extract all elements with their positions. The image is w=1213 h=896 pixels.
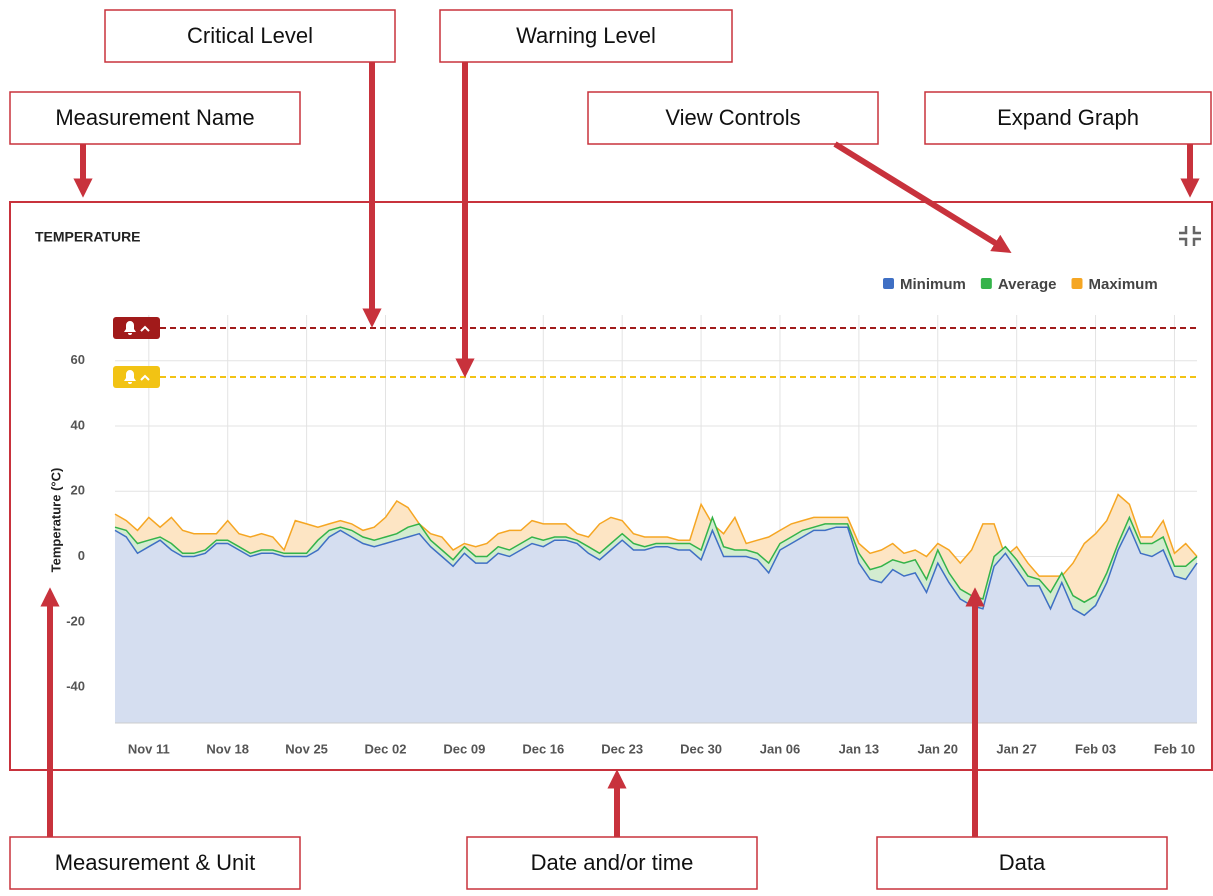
arrows [40,62,1200,837]
callout-text: Warning Level [516,23,656,48]
callout: Critical Level [104,9,396,63]
legend-label: Average [998,276,1057,293]
callouts: Critical Level Warning Level Measurement… [9,9,1212,890]
y-axis-label: Temperature (°C) [48,468,63,573]
y-tick-label: 20 [71,483,85,498]
x-tick-label: Dec 16 [522,741,564,756]
callout-text: Measurement & Unit [55,850,256,875]
callout: Warning Level [439,9,733,63]
badge [113,366,160,389]
x-tick-label: Feb 03 [1075,741,1116,756]
callout-text: Measurement Name [55,105,254,130]
x-tick-label: Dec 02 [365,741,407,756]
arrow [833,141,1012,254]
callout: Date and/or time [466,836,758,890]
expand-button[interactable] [1179,226,1201,246]
callout: Measurement Name [9,91,301,145]
chevron [140,325,150,332]
plot: -40 -20 0 20 40 60 Nov 11 Nov 18 Nov 25 Dec 02 Dec… [66,276,1198,756]
callout-text: Critical Level [187,23,313,48]
x-tick-label: Jan 20 [918,741,958,756]
x-tick-label: Jan 27 [996,741,1036,756]
x-tick-label: Feb 10 [1154,741,1195,756]
callout-text: Data [999,850,1046,875]
chart-title: TEMPERATURE [35,229,141,245]
y-tick-label: 0 [78,548,85,563]
x-tick-label: Jan 06 [760,741,800,756]
legend-swatch [1071,278,1083,289]
y-tick-label: 40 [71,417,85,432]
callout: View Controls [587,91,879,145]
line [114,493,1198,577]
legend-label: Maximum [1089,276,1158,293]
callout-text: Expand Graph [997,105,1139,130]
threshold-badge[interactable] [113,317,160,340]
area [115,527,1197,723]
line [114,515,1198,604]
x-tick-label: Dec 09 [443,741,485,756]
x-tick-label: Dec 23 [601,741,643,756]
legend-swatch [980,278,992,289]
callout: Measurement & Unit [9,836,301,890]
y-tick-label: -40 [66,679,85,694]
threshold-badge[interactable] [113,366,160,389]
x-tick-label: Dec 30 [680,741,722,756]
x-tick-label: Nov 11 [128,741,170,756]
y-tick-label: -20 [66,613,85,628]
callout: Expand Graph [924,91,1212,145]
chevron [140,374,150,381]
legend-label: Minimum [900,276,966,293]
x-tick-label: Nov 18 [206,741,249,756]
callout-text: Date and/or time [531,850,694,875]
x-tick-label: Nov 25 [285,741,328,756]
callout-text: View Controls [665,105,800,130]
callout: Data [876,836,1168,890]
x-tick-label: Jan 13 [839,741,879,756]
y-tick-label: 60 [71,352,85,367]
line [114,525,1198,617]
bell-icon [124,370,136,385]
badge [113,317,160,340]
bell-icon [124,321,136,336]
legend-swatch [883,278,894,289]
